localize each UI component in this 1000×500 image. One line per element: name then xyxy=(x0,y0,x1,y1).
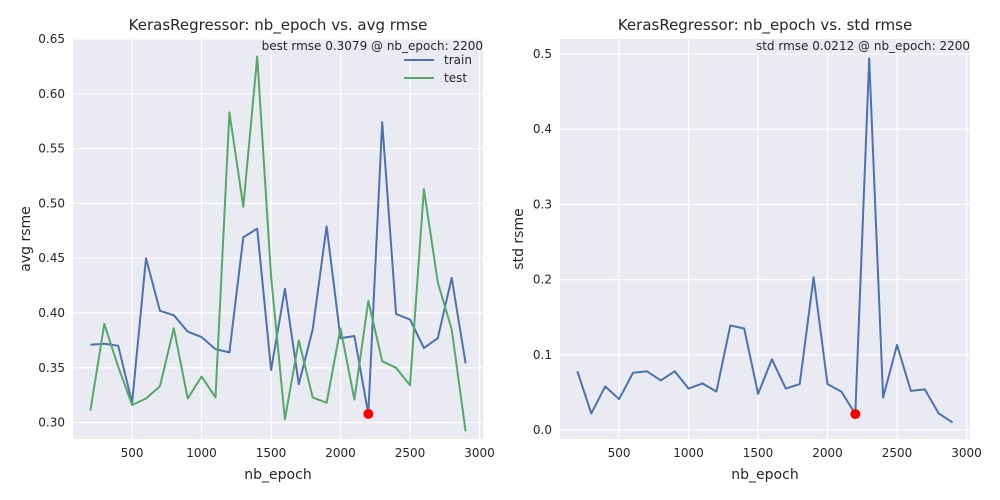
y-tick-labels: 0.30 0.35 0.40 0.45 0.50 0.55 0.60 0.65 xyxy=(38,32,65,430)
x-tick-label: 3000 xyxy=(464,446,495,460)
y-tick-label: 0.40 xyxy=(38,306,65,320)
x-tick-label: 2000 xyxy=(325,446,356,460)
grid xyxy=(560,39,970,439)
best-point xyxy=(850,409,861,420)
legend: train test xyxy=(404,53,472,85)
y-tick-label: 0.5 xyxy=(533,47,552,61)
y-tick-label: 0.2 xyxy=(533,273,552,287)
std-rmse-annotation: std rmse 0.0212 @ nb_epoch: 2200 xyxy=(756,39,970,53)
avg-rmse-chart: 500 1000 1500 2000 2500 3000 0.30 0.35 0.40 0.45… xyxy=(18,16,495,483)
x-tick-label: 1500 xyxy=(256,446,287,460)
y-tick-label: 0.0 xyxy=(533,423,552,437)
x-tick-labels: 500 1000 1500 2000 2500 3000 xyxy=(121,446,495,460)
x-tick-label: 1500 xyxy=(743,446,774,460)
y-tick-label: 0.1 xyxy=(533,348,552,362)
x-tick-label: 500 xyxy=(608,446,631,460)
plot-area xyxy=(73,39,483,439)
series-lines xyxy=(89,55,467,432)
y-tick-label: 0.4 xyxy=(533,122,552,136)
y-tick-label: 0.3 xyxy=(533,197,552,211)
y-tick-label: 0.60 xyxy=(38,87,65,101)
std-rmse-chart: 500 1000 1500 2000 2500 3000 0.00.10.20.30.40… xyxy=(511,16,982,483)
series-line-test xyxy=(89,55,467,432)
x-axis-label: nb_epoch xyxy=(731,467,798,483)
y-axis-label: std rsme xyxy=(511,208,527,269)
y-tick-label: 0.55 xyxy=(38,142,65,156)
x-tick-label: 2500 xyxy=(395,446,426,460)
x-tick-label: 3000 xyxy=(951,446,982,460)
y-tick-label: 0.65 xyxy=(38,32,65,46)
legend-label-train: train xyxy=(444,53,472,67)
x-tick-label: 2500 xyxy=(882,446,913,460)
x-tick-labels: 500 1000 1500 2000 2500 3000 xyxy=(608,446,982,460)
best-point-marker xyxy=(850,409,861,420)
x-tick-label: 1000 xyxy=(673,446,704,460)
y-tick-label: 0.50 xyxy=(38,196,65,210)
y-tick-label: 0.35 xyxy=(38,361,65,375)
series-lines xyxy=(576,57,954,424)
best-point-marker xyxy=(363,408,374,419)
x-tick-label: 500 xyxy=(121,446,144,460)
y-axis-label: avg rsme xyxy=(18,206,34,272)
y-tick-label: 0.45 xyxy=(38,251,65,265)
x-tick-label: 2000 xyxy=(812,446,843,460)
x-tick-label: 1000 xyxy=(186,446,217,460)
series-line-series-0 xyxy=(576,57,954,424)
x-axis-label: nb_epoch xyxy=(244,467,311,483)
series-line-train xyxy=(90,121,467,415)
chart-title: KerasRegressor: nb_epoch vs. std rmse xyxy=(618,16,912,35)
y-tick-label: 0.30 xyxy=(38,416,65,430)
best-point xyxy=(363,408,374,419)
y-tick-labels: 0.0 0.1 0.2 0.3 0.4 0.5 xyxy=(533,47,552,437)
legend-label-test: test xyxy=(444,71,467,85)
best-rmse-annotation: best rmse 0.3079 @ nb_epoch: 2200 xyxy=(262,39,483,53)
plot-area xyxy=(560,39,970,439)
chart-title: KerasRegressor: nb_epoch vs. avg rmse xyxy=(129,16,428,35)
